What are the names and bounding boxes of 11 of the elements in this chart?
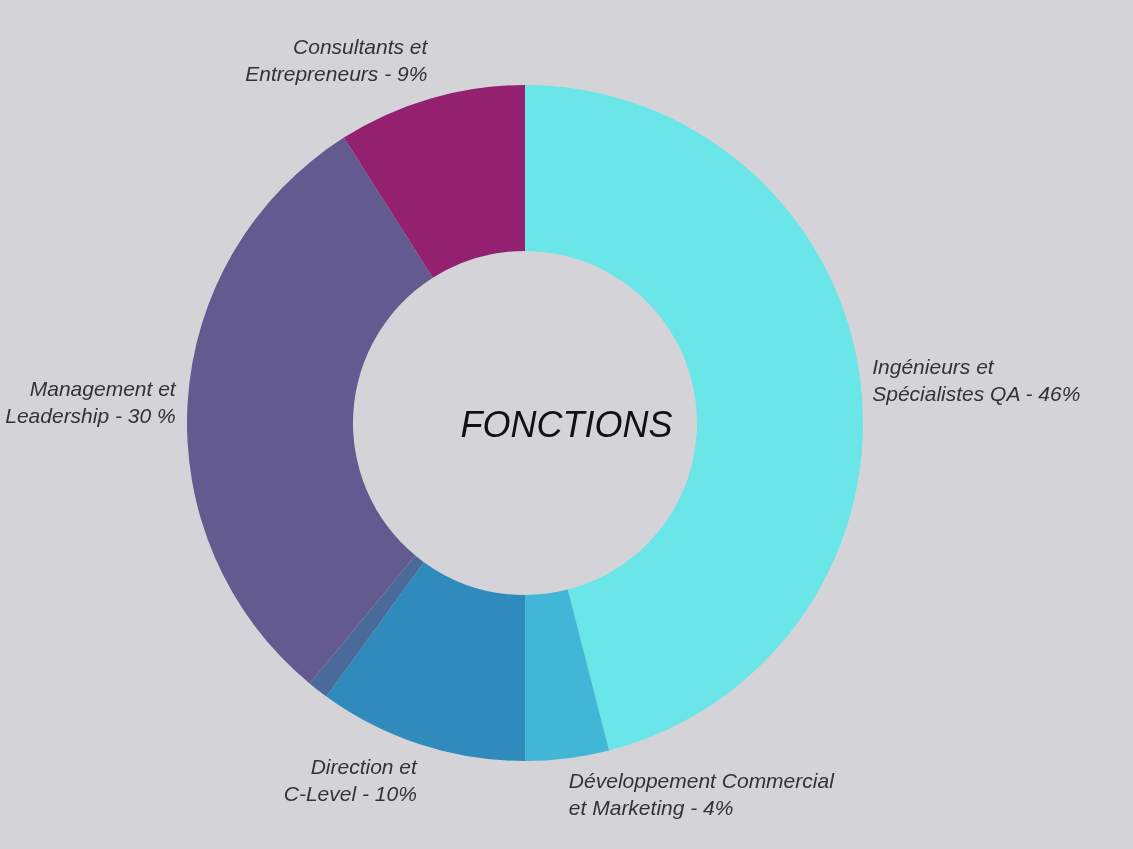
slice-label: Consultants et Entrepreneurs - 9% <box>245 34 429 85</box>
donut-slice <box>525 589 610 761</box>
slice-label: Management et Leadership - 30 % <box>5 376 177 427</box>
donut-slice <box>326 562 525 761</box>
donut-slice <box>187 137 433 684</box>
donut-slice <box>343 85 525 278</box>
slice-label: Ingénieurs et Spécialistes QA - 46% <box>872 354 1081 405</box>
slice-label: Développement Commercial et Marketing - 4% <box>568 769 836 820</box>
text: FONCTIONS <box>460 404 673 446</box>
donut-slice <box>309 555 424 697</box>
slice-label: Direction et C-Level - 10% <box>283 754 418 805</box>
